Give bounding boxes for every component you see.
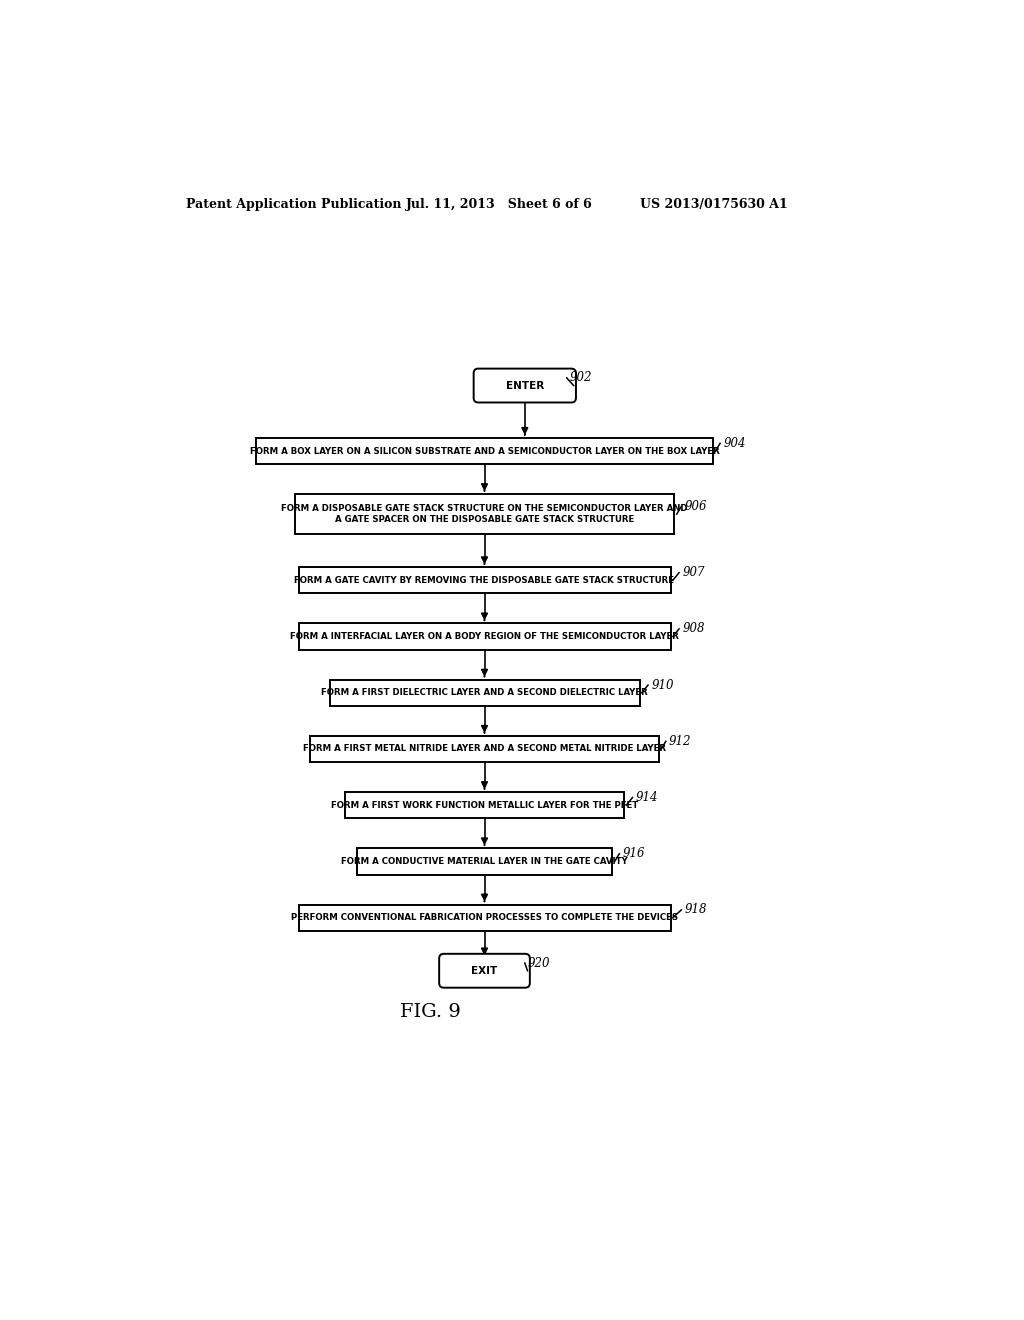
Bar bbox=[345, 792, 624, 818]
Text: ENTER: ENTER bbox=[506, 380, 544, 391]
Text: Patent Application Publication: Patent Application Publication bbox=[186, 198, 401, 211]
Bar bbox=[299, 623, 671, 649]
Text: US 2013/0175630 A1: US 2013/0175630 A1 bbox=[640, 198, 787, 211]
Text: FORM A INTERFACIAL LAYER ON A BODY REGION OF THE SEMICONDUCTOR LAYER: FORM A INTERFACIAL LAYER ON A BODY REGIO… bbox=[290, 632, 679, 642]
Text: 910: 910 bbox=[651, 678, 674, 692]
Text: 907: 907 bbox=[682, 566, 705, 579]
Text: 904: 904 bbox=[723, 437, 745, 450]
Text: EXIT: EXIT bbox=[471, 966, 498, 975]
Text: 920: 920 bbox=[528, 957, 551, 970]
Text: 918: 918 bbox=[684, 903, 707, 916]
Text: 916: 916 bbox=[623, 847, 645, 861]
FancyBboxPatch shape bbox=[439, 954, 529, 987]
Bar bbox=[356, 849, 612, 875]
Text: FIG. 9: FIG. 9 bbox=[399, 1003, 461, 1020]
Text: 906: 906 bbox=[684, 500, 707, 513]
Text: FORM A BOX LAYER ON A SILICON SUBSTRATE AND A SEMICONDUCTOR LAYER ON THE BOX LAY: FORM A BOX LAYER ON A SILICON SUBSTRATE … bbox=[250, 446, 720, 455]
Bar bbox=[299, 568, 671, 594]
Text: FORM A FIRST DIELECTRIC LAYER AND A SECOND DIELECTRIC LAYER: FORM A FIRST DIELECTRIC LAYER AND A SECO… bbox=[322, 688, 648, 697]
Text: FORM A DISPOSABLE GATE STACK STRUCTURE ON THE SEMICONDUCTOR LAYER AND
A GATE SPA: FORM A DISPOSABLE GATE STACK STRUCTURE O… bbox=[282, 504, 688, 524]
Bar bbox=[310, 737, 658, 762]
Bar bbox=[299, 904, 671, 931]
FancyBboxPatch shape bbox=[474, 368, 575, 403]
Text: 908: 908 bbox=[682, 622, 705, 635]
Text: PERFORM CONVENTIONAL FABRICATION PROCESSES TO COMPLETE THE DEVICES: PERFORM CONVENTIONAL FABRICATION PROCESS… bbox=[291, 913, 678, 923]
Bar bbox=[330, 680, 640, 706]
Text: FORM A FIRST METAL NITRIDE LAYER AND A SECOND METAL NITRIDE LAYER: FORM A FIRST METAL NITRIDE LAYER AND A S… bbox=[303, 744, 666, 754]
Text: 912: 912 bbox=[669, 735, 691, 748]
Text: FORM A CONDUCTIVE MATERIAL LAYER IN THE GATE CAVITY: FORM A CONDUCTIVE MATERIAL LAYER IN THE … bbox=[341, 857, 628, 866]
Bar bbox=[295, 494, 675, 535]
Text: FORM A GATE CAVITY BY REMOVING THE DISPOSABLE GATE STACK STRUCTURE: FORM A GATE CAVITY BY REMOVING THE DISPO… bbox=[295, 576, 675, 585]
Text: 914: 914 bbox=[636, 791, 658, 804]
Text: FORM A FIRST WORK FUNCTION METALLIC LAYER FOR THE PFET: FORM A FIRST WORK FUNCTION METALLIC LAYE… bbox=[331, 801, 638, 809]
Bar bbox=[256, 438, 713, 465]
Text: Jul. 11, 2013   Sheet 6 of 6: Jul. 11, 2013 Sheet 6 of 6 bbox=[406, 198, 592, 211]
Text: 902: 902 bbox=[569, 371, 592, 384]
